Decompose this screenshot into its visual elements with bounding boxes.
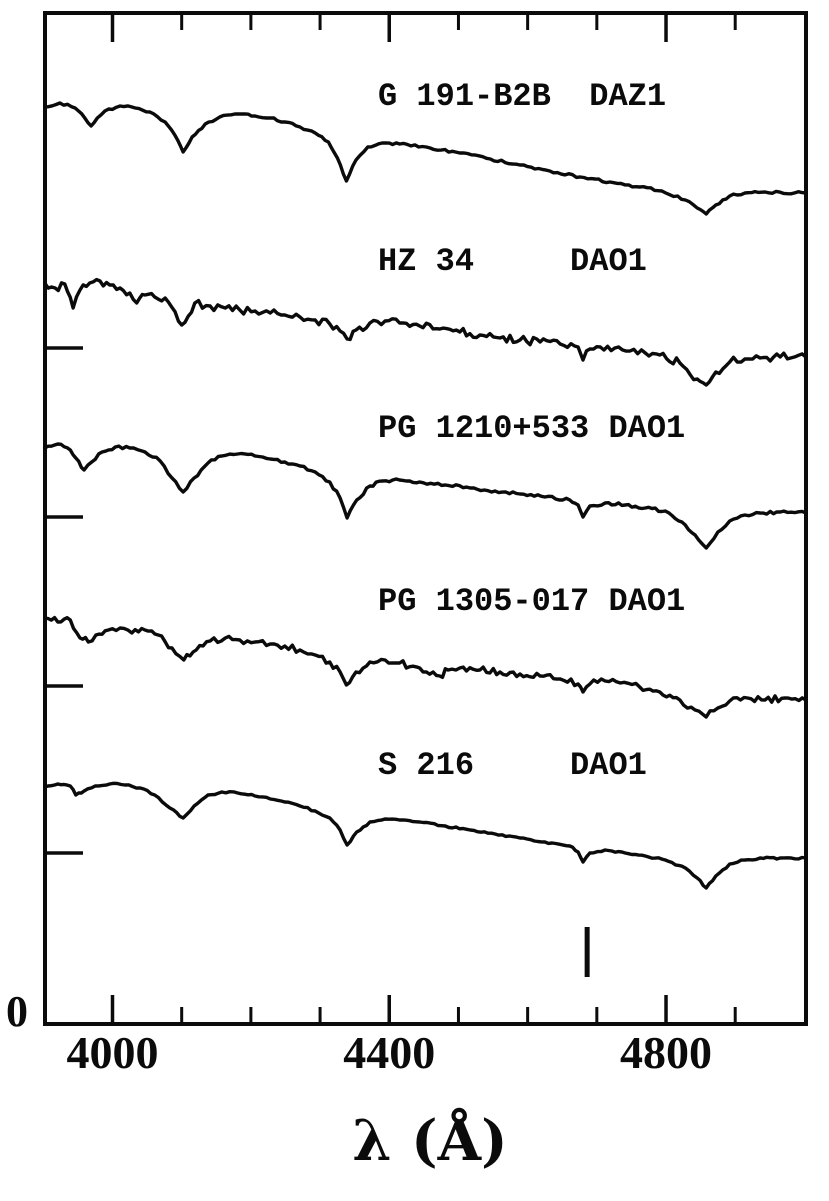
star-label-pg-1305-017: PG 1305-017 DAO1 bbox=[378, 583, 686, 620]
spectrum-curve-g-191-b2b bbox=[43, 101, 808, 216]
plot-frame bbox=[43, 11, 808, 1026]
spectrum-curve-pg-1305-017 bbox=[43, 615, 808, 719]
spectrum-curve-pg-1210-533 bbox=[43, 442, 808, 550]
x-axis-title: λ (Å) bbox=[352, 1108, 508, 1174]
star-label-hz-34: HZ 34 DAO1 bbox=[378, 243, 647, 280]
spectrum-curve-hz-34 bbox=[43, 277, 808, 387]
x-tick-label-4800: 4800 bbox=[620, 1027, 713, 1078]
star-label-s-216: S 216 DAO1 bbox=[378, 747, 647, 784]
star-label-g-191-b2b: G 191-B2B DAZ1 bbox=[378, 78, 667, 115]
x-tick-label-4000: 4000 bbox=[66, 1027, 159, 1078]
star-label-pg-1210-533: PG 1210+533 DAO1 bbox=[378, 410, 686, 447]
x-tick-label-4400: 4400 bbox=[343, 1027, 436, 1078]
y-axis-zero-label: 0 bbox=[6, 987, 28, 1036]
spectrum-curve-s-216 bbox=[43, 781, 808, 890]
